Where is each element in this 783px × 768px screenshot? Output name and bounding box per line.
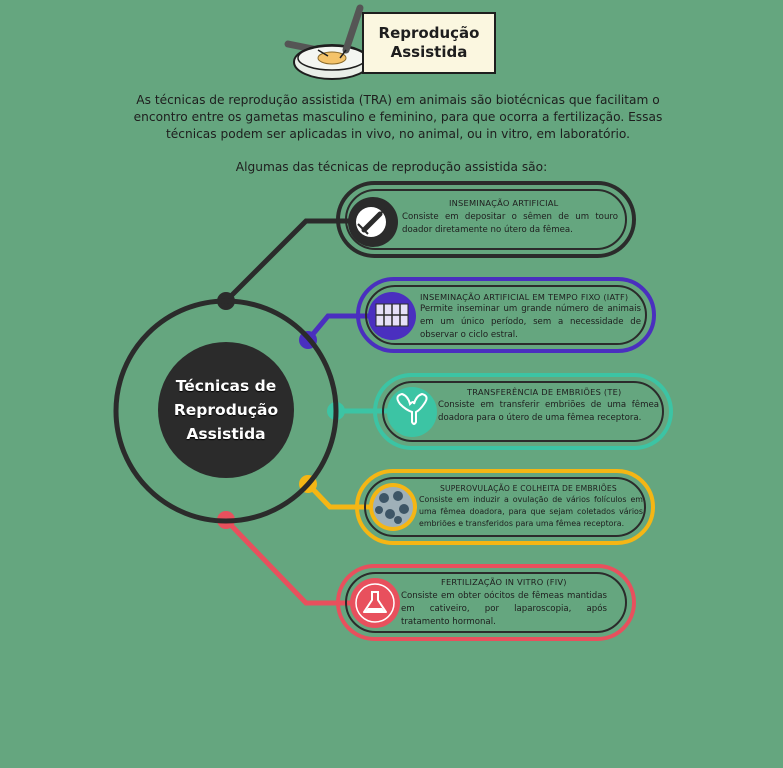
card-inseminacao-artificial (336, 181, 636, 258)
technique-2-description: Permite inseminar um grande número de an… (420, 304, 641, 341)
intro-line-1: As técnicas de reprodução assistida (TRA… (136, 93, 660, 107)
main-ring (113, 298, 339, 524)
technique-5-description: Consiste em obter oócitos de fêmeas mant… (401, 591, 607, 628)
intro-paragraph: As técnicas de reprodução assistida (TRA… (118, 92, 678, 143)
technique-2-title: Inseminação artificial em tempo fixo (IA… (420, 292, 629, 302)
header-title-box: Reprodução Assistida (362, 12, 496, 74)
center-line3: Assistida (186, 425, 266, 443)
header-title-line1: Reprodução (378, 24, 480, 42)
card-iatf (356, 277, 656, 353)
syringe-icon (356, 207, 387, 237)
cattle-pen-icon (375, 303, 409, 327)
flask-icon (355, 583, 395, 623)
header-title-line2: Assistida (390, 43, 468, 61)
technique-3-title: Transferência de embriões (TE) (467, 387, 622, 397)
subtitle: Algumas das técnicas de reprodução assis… (235, 160, 548, 174)
uterus-icon (396, 392, 428, 425)
technique-4-title: Superovulação e colheita de embriões (440, 484, 617, 493)
card-transferencia-embrioes (373, 373, 673, 450)
technique-4-description: Consiste em induzir a ovulação de vários… (419, 495, 643, 528)
technique-5-title: Fertilização in vitro (FIV) (441, 577, 567, 587)
center-line2: Reprodução (173, 401, 279, 419)
connector-5 (217, 511, 352, 606)
technique-1-title: Inseminação artificial (449, 198, 559, 208)
center-disc (158, 342, 294, 478)
technique-1-description: Consiste em depositar o sêmen de um tour… (402, 212, 618, 236)
intro-line-2: encontro entre os gametas masculino e fe… (133, 110, 663, 124)
card-fiv (336, 564, 636, 641)
petri-dish-icon (284, 4, 371, 80)
cells-icon (373, 487, 413, 527)
card-superovulacao (355, 469, 655, 545)
technique-3-description: Consiste em transferir embriões de uma f… (438, 400, 659, 424)
center-label: Técnicas de Reprodução Assistida (158, 342, 294, 478)
center-line1: Técnicas de (175, 377, 277, 395)
connector-1 (217, 218, 350, 310)
intro-line-3: técnicas podem ser aplicadas in vivo, no… (166, 127, 630, 141)
